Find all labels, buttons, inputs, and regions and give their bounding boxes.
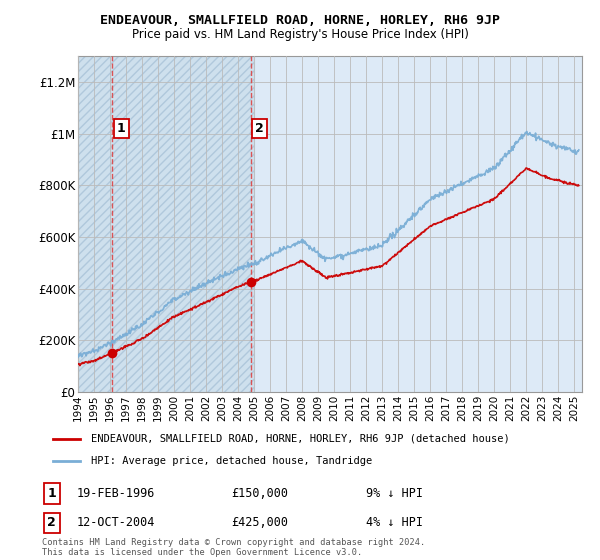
Text: HPI: Average price, detached house, Tandridge: HPI: Average price, detached house, Tand…	[91, 456, 372, 466]
Text: 12-OCT-2004: 12-OCT-2004	[77, 516, 155, 529]
Text: ENDEAVOUR, SMALLFIELD ROAD, HORNE, HORLEY, RH6 9JP (detached house): ENDEAVOUR, SMALLFIELD ROAD, HORNE, HORLE…	[91, 434, 509, 444]
Text: ENDEAVOUR, SMALLFIELD ROAD, HORNE, HORLEY, RH6 9JP: ENDEAVOUR, SMALLFIELD ROAD, HORNE, HORLE…	[100, 14, 500, 27]
Bar	[78, 56, 254, 392]
Text: 4% ↓ HPI: 4% ↓ HPI	[366, 516, 423, 529]
Text: Contains HM Land Registry data © Crown copyright and database right 2024.
This d: Contains HM Land Registry data © Crown c…	[42, 538, 425, 557]
Text: 1: 1	[47, 487, 56, 500]
Text: Price paid vs. HM Land Registry's House Price Index (HPI): Price paid vs. HM Land Registry's House …	[131, 28, 469, 41]
Text: 2: 2	[256, 122, 264, 135]
Text: £425,000: £425,000	[231, 516, 288, 529]
Text: 19-FEB-1996: 19-FEB-1996	[77, 487, 155, 500]
Bar	[78, 56, 254, 392]
Text: 1: 1	[117, 122, 125, 135]
Text: £150,000: £150,000	[231, 487, 288, 500]
Text: 9% ↓ HPI: 9% ↓ HPI	[366, 487, 423, 500]
Text: 2: 2	[47, 516, 56, 529]
